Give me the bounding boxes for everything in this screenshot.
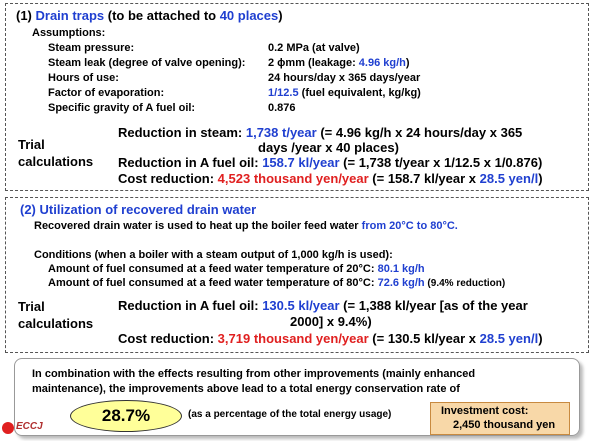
value: 2 ϕmm (leakage: 4.96 kg/h): [268, 57, 410, 69]
text: ): [538, 171, 543, 186]
text-line: In combination with the effects resultin…: [32, 368, 476, 380]
section-box: [5, 3, 589, 191]
calc-line: Reduction in steam: 1,738 t/year (= 4.96…: [118, 125, 522, 140]
text-line: Amount of fuel consumed at a feed water …: [48, 263, 425, 275]
text: ): [538, 331, 543, 346]
text-line: Conditions (when a boiler with a steam o…: [34, 249, 393, 261]
text: (9.4% reduction): [424, 278, 506, 289]
value: 24 hours/day x 365 days/year: [268, 72, 420, 84]
text: 4.96 kg/h: [358, 57, 406, 69]
text: Reduction in A fuel oil:: [118, 155, 263, 170]
text: 80.1 kg/h: [377, 263, 425, 275]
text-line: Amount of fuel consumed at a feed water …: [48, 277, 505, 289]
text: Cost reduction:: [118, 171, 218, 186]
section-box: [5, 197, 589, 353]
text: 2 ϕmm (leakage:: [268, 57, 359, 69]
text: 40 places: [219, 8, 279, 23]
text: Investment cost:: [441, 405, 529, 417]
text: 4,523 thousand yen/year: [217, 171, 369, 186]
calc-line: Cost reduction: 4,523 thousand yen/year …: [118, 171, 543, 186]
text: from 20°C to 80°C.: [361, 220, 458, 232]
value: 0.2 MPa (at valve): [268, 42, 360, 54]
calc-line: Reduction in A fuel oil: 130.5 kl/year (…: [118, 298, 528, 313]
calc-line: days /year x 40 places): [258, 140, 399, 155]
investment-box: Investment cost: 2,450 thousand yen: [430, 402, 570, 435]
label: Steam pressure:: [48, 42, 135, 54]
text: Reduction in steam:: [118, 125, 246, 140]
text: 2,450 thousand yen: [453, 419, 556, 431]
heading: (1) Drain traps (to be attached to 40 pl…: [16, 8, 283, 23]
value: 1/12.5 (fuel equivalent, kg/kg): [268, 87, 421, 99]
label: Trial calculations: [18, 137, 94, 169]
text: 158.7 kl/year: [262, 155, 340, 170]
calc-line: Cost reduction: 3,719 thousand yen/year …: [118, 331, 543, 346]
text: Amount of fuel consumed at a feed water …: [48, 263, 378, 275]
logo: ECCJ: [16, 421, 43, 432]
logo-mark: [2, 422, 14, 434]
text: 3,719 thousand yen/year: [217, 331, 369, 346]
label: Trial calculations: [18, 299, 94, 331]
label: Steam leak (degree of valve opening):: [48, 57, 246, 69]
text-line: Recovered drain water is used to heat up…: [34, 220, 458, 232]
value: 0.876: [268, 102, 296, 114]
text: 130.5 kl/year: [262, 298, 340, 313]
rate-oval: 28.7%: [70, 400, 182, 432]
text: (fuel equivalent, kg/kg): [298, 87, 421, 99]
text: 28.5 yen/l: [479, 171, 539, 186]
text: (= 4.96 kg/h x 24 hours/day x 365: [316, 125, 523, 140]
text: Amount of fuel consumed at a feed water …: [48, 277, 378, 289]
text: (= 1,388 kl/year [as of the year: [339, 298, 528, 313]
summary-box: [14, 358, 580, 436]
label: Specific gravity of A fuel oil:: [48, 102, 196, 114]
text: 28.5 yen/l: [479, 331, 539, 346]
calc-line: Reduction in A fuel oil: 158.7 kl/year (…: [118, 155, 542, 170]
text: ): [405, 57, 410, 69]
text: (= 1,738 t/year x 1/12.5 x 1/0.876): [339, 155, 543, 170]
text: (= 158.7 kl/year x: [368, 171, 480, 186]
heading: (2) Utilization of recovered drain water: [20, 202, 257, 217]
text: (1): [16, 8, 36, 23]
text: 24 hours/day x 365 days/year: [268, 72, 421, 84]
label: Assumptions:: [32, 27, 106, 39]
text: 72.6 kg/h: [377, 277, 425, 289]
text: 1,738 t/year: [245, 125, 317, 140]
text: Drain traps: [35, 8, 105, 23]
calc-line: 2000] x 9.4%): [290, 314, 372, 329]
text-line: maintenance), the improvements above lea…: [32, 383, 460, 395]
text: ): [278, 8, 283, 23]
text: 0.876: [268, 102, 296, 114]
label: Factor of evaporation:: [48, 87, 165, 99]
text: 1/12.5: [268, 87, 299, 99]
text: (to be attached to: [104, 8, 220, 23]
text: 0.2 MPa (at valve): [268, 42, 360, 54]
text: Recovered drain water is used to heat up…: [34, 220, 362, 232]
text: Cost reduction:: [118, 331, 218, 346]
label: Hours of use:: [48, 72, 119, 84]
text: (= 130.5 kl/year x: [368, 331, 480, 346]
text: Reduction in A fuel oil:: [118, 298, 263, 313]
text-line: (as a percentage of the total energy usa…: [188, 409, 392, 420]
